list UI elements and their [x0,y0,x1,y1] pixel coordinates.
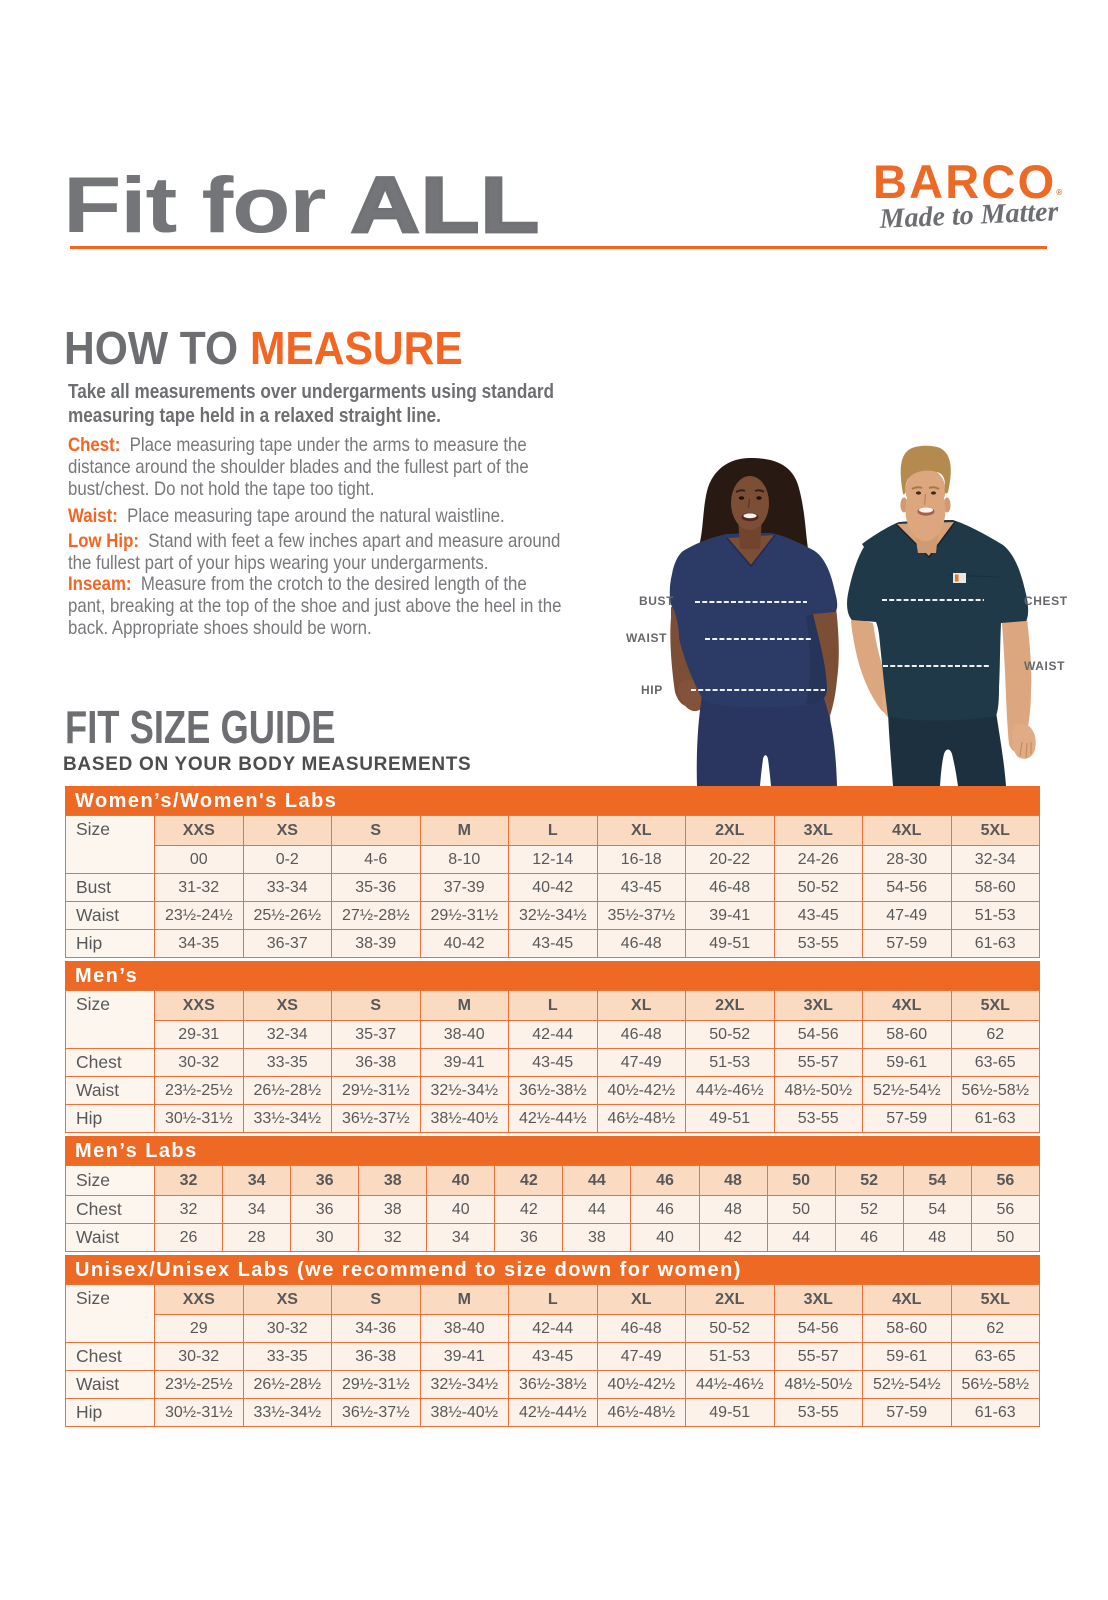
svg-text:WAIST: WAIST [1024,659,1065,673]
svg-text:WAIST: WAIST [626,631,667,645]
svg-text:HIP: HIP [641,683,663,697]
svg-text:CHEST: CHEST [1024,594,1068,608]
svg-text:BUST: BUST [639,594,674,608]
